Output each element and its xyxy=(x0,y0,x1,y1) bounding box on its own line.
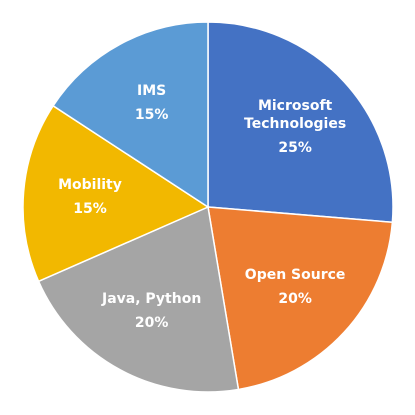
value-label: 20% xyxy=(278,291,312,308)
value-label: 15% xyxy=(134,106,169,123)
slice-label: IMS 15% xyxy=(92,82,212,124)
value-label: 15% xyxy=(73,201,107,218)
category-label: IMS xyxy=(137,82,167,99)
pie-slice xyxy=(207,21,394,224)
pie-slice xyxy=(22,104,210,283)
slice-label: Mobility 15% xyxy=(30,176,150,218)
value-label: 20% xyxy=(134,315,169,332)
category-label: Open Source xyxy=(244,267,346,284)
category-label: Java, Python xyxy=(101,291,202,308)
category-label: Mobility xyxy=(58,177,122,194)
category-label: Microsoft Technologies xyxy=(244,97,347,132)
value-label: 25% xyxy=(278,139,312,156)
slice-label: Microsoft Technologies 25% xyxy=(235,97,355,157)
pie-slice xyxy=(207,206,394,391)
pie-slice xyxy=(37,205,240,393)
slice-label: Open Source 20% xyxy=(235,266,355,308)
slice-label: Java, Python 20% xyxy=(92,290,212,332)
pie-slice xyxy=(52,21,209,209)
